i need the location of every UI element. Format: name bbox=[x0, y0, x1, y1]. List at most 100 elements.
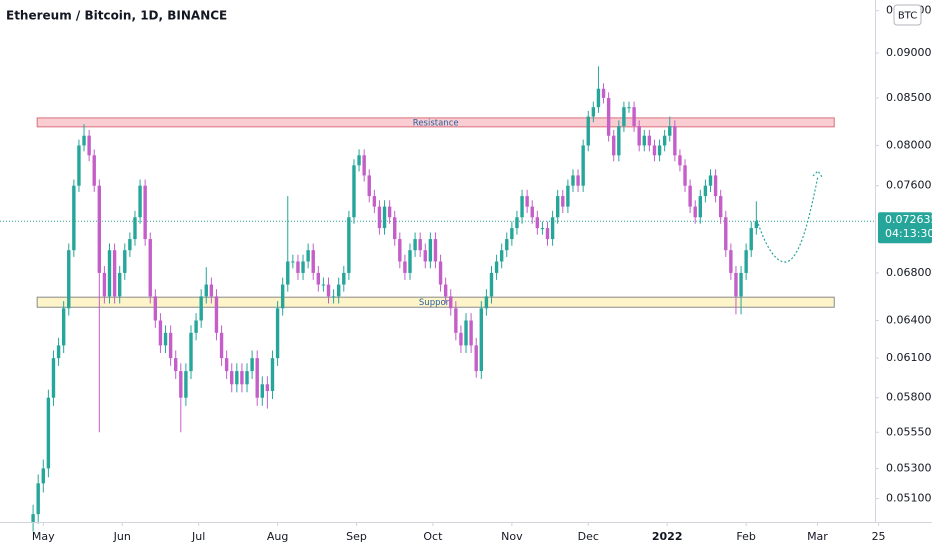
candle-body bbox=[449, 296, 453, 309]
candle-body bbox=[566, 185, 570, 207]
candle-body bbox=[387, 206, 392, 218]
candle-body bbox=[102, 272, 107, 297]
projection-path bbox=[756, 175, 819, 263]
candle-body bbox=[316, 272, 321, 285]
candle-body bbox=[586, 116, 590, 146]
candle-body bbox=[275, 308, 280, 359]
zone bbox=[36, 117, 835, 128]
candle-body bbox=[133, 217, 137, 240]
candle-body bbox=[749, 228, 753, 251]
candle-body bbox=[525, 196, 529, 207]
candle-body bbox=[739, 272, 743, 297]
currency-button[interactable] bbox=[893, 4, 922, 26]
candle-body bbox=[637, 126, 641, 146]
currency-button-label[interactable]: BTC bbox=[898, 11, 917, 22]
candle-body bbox=[428, 239, 433, 262]
plot-area: Resistance Support bbox=[0, 66, 875, 532]
candle-body bbox=[550, 217, 555, 240]
candle-body bbox=[326, 284, 331, 297]
candle-body bbox=[143, 185, 147, 240]
candle-body bbox=[657, 145, 662, 156]
candle-body bbox=[250, 358, 254, 372]
candle-body bbox=[632, 107, 636, 127]
candle-body bbox=[555, 196, 560, 218]
candle-body bbox=[479, 308, 484, 372]
candle-body bbox=[668, 126, 672, 136]
x-tick-label: Jun bbox=[113, 530, 131, 543]
candle-body bbox=[321, 284, 326, 286]
x-tick-label: Sep bbox=[346, 530, 367, 543]
candle-body bbox=[698, 196, 703, 218]
x-tick-label: Feb bbox=[736, 530, 755, 543]
candle-body bbox=[184, 371, 188, 398]
candle-body bbox=[433, 239, 438, 262]
x-tick-label: Jul bbox=[191, 530, 205, 543]
candle-body bbox=[398, 239, 402, 262]
candle-body bbox=[270, 358, 275, 391]
candle-body bbox=[545, 228, 550, 240]
candle-body bbox=[255, 358, 259, 398]
candle-body bbox=[499, 250, 504, 262]
candle-body bbox=[92, 155, 96, 186]
candle-body bbox=[362, 155, 366, 176]
candle-body bbox=[204, 284, 208, 297]
candle-body bbox=[153, 296, 158, 321]
candle-body bbox=[382, 206, 387, 229]
candle-body bbox=[581, 145, 585, 186]
candle-body bbox=[367, 175, 371, 197]
candle-body bbox=[596, 88, 601, 108]
y-tick-label: 0.090000 bbox=[886, 46, 932, 59]
candle-body bbox=[724, 217, 728, 251]
x-tick-label: Dec bbox=[578, 530, 599, 543]
candle-body bbox=[347, 217, 351, 273]
candle-body bbox=[72, 185, 76, 251]
zone bbox=[36, 296, 835, 308]
candle-body bbox=[148, 239, 152, 297]
candle-body bbox=[199, 296, 203, 321]
candle-body bbox=[128, 239, 132, 251]
candle-body bbox=[469, 320, 473, 346]
candle-body bbox=[286, 261, 290, 285]
candle-body bbox=[454, 308, 458, 333]
candle-body bbox=[158, 320, 163, 346]
candle-body bbox=[718, 196, 723, 218]
candle-body bbox=[311, 250, 315, 273]
candle-body bbox=[209, 284, 214, 297]
candle-body bbox=[377, 206, 382, 229]
zone-label: Support bbox=[419, 298, 453, 308]
candle-body bbox=[97, 185, 102, 273]
candle-body bbox=[168, 332, 173, 359]
candle-body bbox=[87, 135, 91, 156]
candle-body bbox=[61, 308, 66, 346]
candle-body bbox=[627, 107, 631, 109]
candle-body bbox=[163, 332, 168, 346]
candle-body bbox=[301, 261, 305, 273]
candle-body bbox=[494, 261, 499, 273]
candle-body bbox=[41, 468, 45, 484]
candle-body bbox=[408, 250, 412, 273]
candle-body bbox=[591, 107, 596, 117]
candle-body bbox=[652, 145, 657, 156]
candle-body bbox=[265, 384, 270, 391]
candle-body bbox=[336, 284, 341, 297]
candle-body bbox=[31, 514, 35, 522]
candle-body bbox=[67, 250, 71, 309]
candle-body bbox=[296, 261, 300, 273]
candle-body bbox=[189, 332, 193, 372]
candle-body bbox=[510, 228, 514, 240]
candle-body bbox=[357, 155, 361, 166]
candle-body bbox=[703, 185, 708, 197]
candle-body bbox=[576, 175, 580, 186]
x-tick-label: May bbox=[32, 530, 55, 543]
candle-body bbox=[474, 345, 478, 372]
candle-body bbox=[673, 126, 677, 156]
candle-body bbox=[647, 135, 652, 146]
